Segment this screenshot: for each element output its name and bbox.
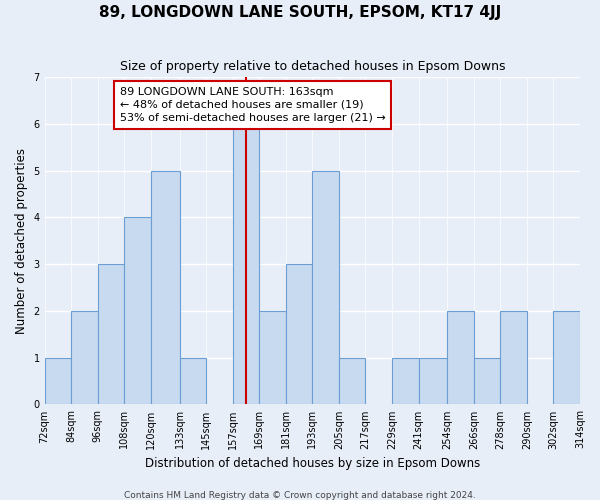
Bar — [313, 170, 339, 404]
Bar — [339, 358, 365, 405]
Bar — [392, 358, 419, 405]
Bar — [71, 311, 98, 404]
Bar — [500, 311, 527, 404]
Text: 89 LONGDOWN LANE SOUTH: 163sqm
← 48% of detached houses are smaller (19)
53% of : 89 LONGDOWN LANE SOUTH: 163sqm ← 48% of … — [119, 87, 385, 123]
Bar — [124, 218, 151, 404]
Bar — [179, 358, 206, 405]
Bar — [259, 311, 286, 404]
Bar — [98, 264, 124, 404]
Bar — [474, 358, 500, 405]
Bar — [553, 311, 580, 404]
Bar — [233, 124, 259, 404]
Bar — [286, 264, 313, 404]
Text: 89, LONGDOWN LANE SOUTH, EPSOM, KT17 4JJ: 89, LONGDOWN LANE SOUTH, EPSOM, KT17 4JJ — [99, 5, 501, 20]
Bar — [151, 170, 179, 404]
Bar — [419, 358, 447, 405]
Text: Contains HM Land Registry data © Crown copyright and database right 2024.: Contains HM Land Registry data © Crown c… — [124, 490, 476, 500]
Bar — [447, 311, 474, 404]
Title: Size of property relative to detached houses in Epsom Downs: Size of property relative to detached ho… — [119, 60, 505, 73]
Y-axis label: Number of detached properties: Number of detached properties — [15, 148, 28, 334]
X-axis label: Distribution of detached houses by size in Epsom Downs: Distribution of detached houses by size … — [145, 457, 480, 470]
Bar — [44, 358, 71, 405]
